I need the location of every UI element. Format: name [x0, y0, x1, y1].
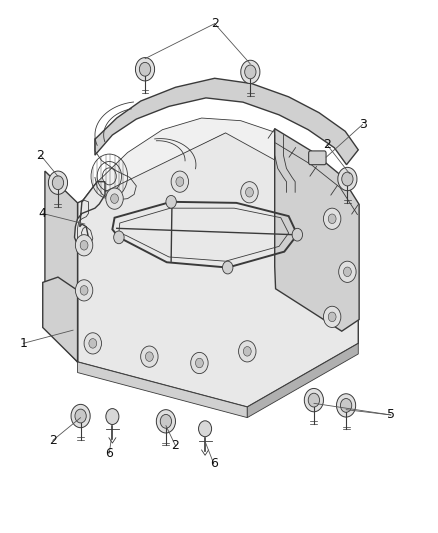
- Circle shape: [75, 235, 93, 256]
- Circle shape: [84, 333, 102, 354]
- Circle shape: [75, 280, 93, 301]
- Text: 1: 1: [19, 337, 27, 350]
- Circle shape: [48, 171, 67, 195]
- Polygon shape: [247, 343, 358, 418]
- Circle shape: [71, 405, 90, 427]
- Circle shape: [191, 352, 208, 374]
- Circle shape: [246, 188, 253, 197]
- Text: 6: 6: [210, 457, 218, 470]
- Circle shape: [340, 399, 352, 413]
- Circle shape: [80, 286, 88, 295]
- Text: 5: 5: [387, 408, 395, 422]
- Circle shape: [244, 346, 251, 356]
- Circle shape: [106, 409, 119, 424]
- Text: 4: 4: [39, 207, 47, 220]
- Text: 2: 2: [323, 138, 331, 151]
- Circle shape: [328, 214, 336, 223]
- Polygon shape: [275, 128, 359, 331]
- Circle shape: [171, 171, 188, 192]
- Circle shape: [342, 172, 353, 186]
- Text: 3: 3: [359, 118, 367, 131]
- Circle shape: [195, 358, 203, 368]
- Circle shape: [52, 176, 64, 190]
- Circle shape: [176, 177, 184, 187]
- Circle shape: [245, 65, 256, 79]
- Circle shape: [343, 267, 351, 277]
- Circle shape: [339, 261, 356, 282]
- Text: 2: 2: [49, 434, 57, 447]
- Polygon shape: [78, 131, 358, 407]
- Polygon shape: [45, 171, 78, 362]
- Circle shape: [156, 410, 176, 433]
- Circle shape: [80, 240, 88, 250]
- Circle shape: [89, 338, 97, 348]
- Circle shape: [141, 346, 158, 367]
- Polygon shape: [82, 118, 357, 206]
- Text: 2: 2: [211, 17, 219, 30]
- Circle shape: [198, 421, 212, 437]
- Polygon shape: [78, 362, 247, 418]
- Circle shape: [223, 261, 233, 274]
- Circle shape: [139, 62, 151, 76]
- Circle shape: [75, 409, 86, 423]
- Circle shape: [111, 194, 118, 204]
- Circle shape: [145, 352, 153, 361]
- Text: 2: 2: [172, 439, 180, 452]
- Text: 2: 2: [37, 149, 45, 161]
- Circle shape: [135, 58, 155, 81]
- Polygon shape: [43, 277, 78, 362]
- Circle shape: [292, 228, 303, 241]
- Circle shape: [241, 182, 258, 203]
- Circle shape: [239, 341, 256, 362]
- Circle shape: [160, 415, 172, 428]
- Circle shape: [114, 231, 124, 244]
- Circle shape: [338, 167, 357, 191]
- Circle shape: [106, 188, 123, 209]
- Circle shape: [241, 60, 260, 84]
- Circle shape: [336, 394, 356, 417]
- Polygon shape: [74, 182, 105, 248]
- Circle shape: [166, 196, 177, 208]
- FancyBboxPatch shape: [309, 151, 326, 165]
- Circle shape: [328, 312, 336, 321]
- Polygon shape: [95, 78, 358, 165]
- Circle shape: [323, 208, 341, 229]
- Circle shape: [308, 393, 320, 407]
- Circle shape: [323, 306, 341, 327]
- Text: 6: 6: [106, 447, 113, 459]
- Circle shape: [304, 389, 323, 412]
